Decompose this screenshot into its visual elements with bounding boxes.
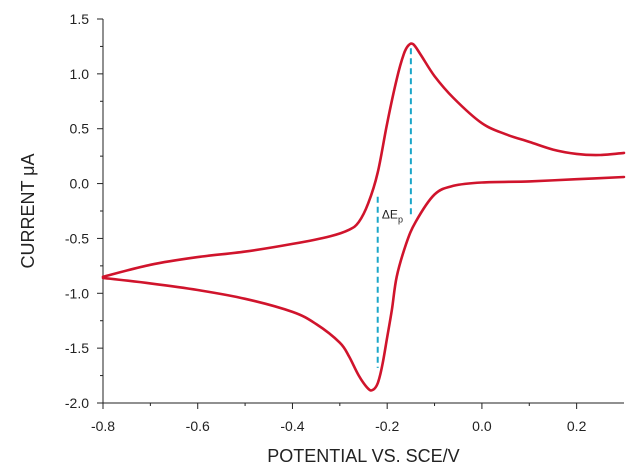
y-tick-label: 0.0 bbox=[70, 176, 90, 192]
x-tick-label: 0.0 bbox=[472, 418, 492, 434]
x-axis-title: POTENTIAL VS. SCE/V bbox=[267, 446, 459, 466]
delta-ep-label: ΔE bbox=[382, 208, 398, 222]
delta-ep-annotation: ΔEp bbox=[382, 208, 403, 225]
y-tick-label: -1.0 bbox=[65, 285, 89, 301]
x-tick-label: -0.2 bbox=[375, 418, 399, 434]
y-tick-label: -1.5 bbox=[65, 340, 89, 356]
curves bbox=[101, 42, 626, 392]
axes bbox=[102, 19, 624, 404]
y-axis-title: CURRENT μA bbox=[18, 153, 38, 268]
y-tick-label: 0.5 bbox=[70, 121, 90, 137]
y-tick-label: 1.5 bbox=[70, 11, 90, 27]
y-tick-label: 1.0 bbox=[70, 66, 90, 82]
x-tick-label: -0.8 bbox=[91, 418, 115, 434]
delta-ep-subscript: p bbox=[398, 215, 403, 225]
x-tick-label: -0.4 bbox=[280, 418, 304, 434]
y-axis-ticks: 1.5 1.0 0.5 0.0 -0.5 -1.0 -1.5 -2.0 bbox=[65, 11, 103, 411]
y-tick-label: -2.0 bbox=[65, 395, 89, 411]
x-axis-ticks: -0.8 -0.6 -0.4 -0.2 0.0 0.2 bbox=[91, 403, 587, 434]
y-tick-label: -0.5 bbox=[65, 230, 89, 246]
peak-separation-markers bbox=[376, 46, 412, 368]
cathodic-sweep-line bbox=[101, 175, 626, 392]
x-tick-label: 0.2 bbox=[567, 418, 587, 434]
x-tick-label: -0.6 bbox=[186, 418, 210, 434]
anodic-sweep-line bbox=[101, 42, 626, 279]
